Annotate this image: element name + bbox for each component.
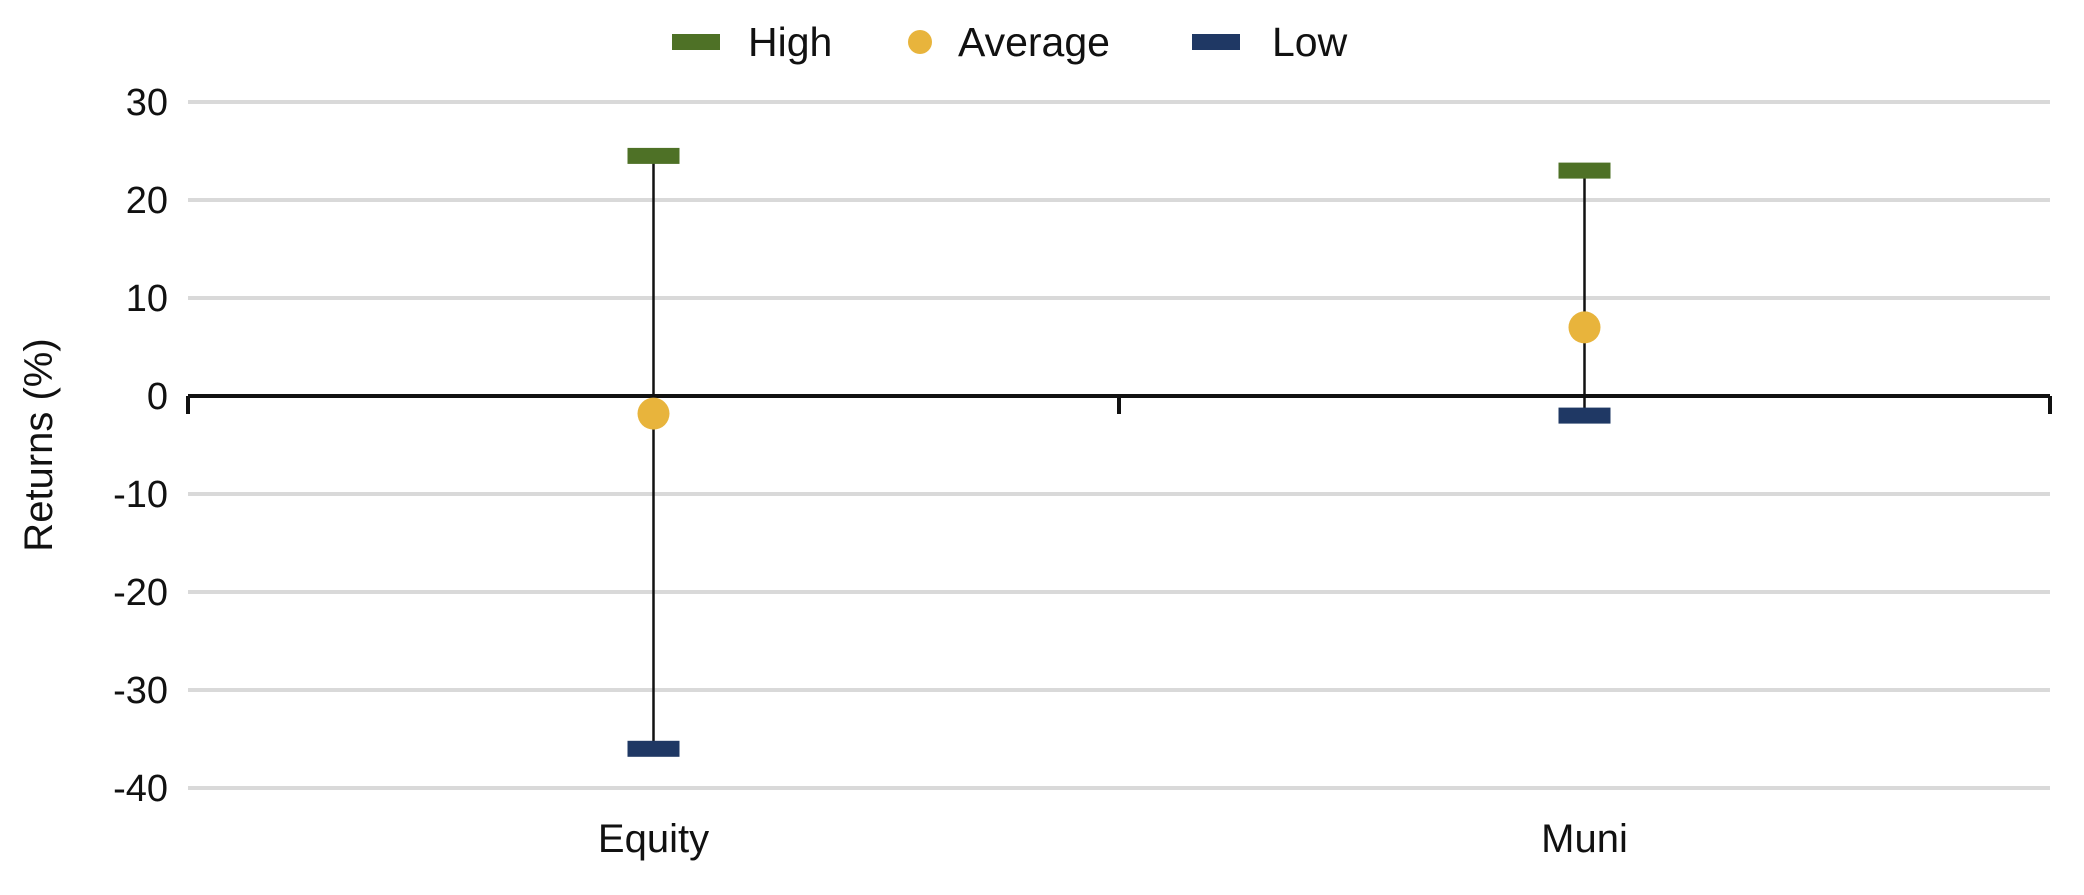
- y-tick-label: -20: [113, 572, 168, 614]
- average-marker: [637, 397, 670, 430]
- legend-swatch-low: [1192, 34, 1240, 50]
- y-tick-label: 0: [147, 376, 168, 418]
- legend-swatch-average: [908, 30, 932, 54]
- y-axis-title: Returns (%): [17, 338, 61, 551]
- y-tick-label: 20: [126, 180, 168, 222]
- low-marker: [627, 740, 680, 757]
- average-marker: [1568, 311, 1601, 344]
- legend-swatch-high: [672, 34, 720, 50]
- y-tick-label: -40: [113, 768, 168, 810]
- data-marks: [627, 147, 1611, 757]
- zero-axis: [186, 394, 2052, 414]
- low-marker: [1558, 407, 1611, 424]
- high-marker: [627, 147, 680, 164]
- legend: High Average Low: [672, 19, 1348, 65]
- legend-label: Average: [958, 19, 1110, 65]
- gridlines: [188, 100, 2050, 790]
- x-axis-labels: Equity Muni: [598, 817, 1628, 861]
- legend-label: High: [748, 19, 832, 65]
- high-marker: [1558, 162, 1611, 179]
- y-tick-label: -10: [113, 474, 168, 516]
- x-category-label: Equity: [598, 817, 709, 861]
- x-category-label: Muni: [1541, 817, 1628, 861]
- y-tick-label: 30: [126, 82, 168, 124]
- legend-label: Low: [1272, 19, 1348, 65]
- y-tick-label: 10: [126, 278, 168, 320]
- y-axis-ticks: 30 20 10 0 -10 -20 -30 -40: [113, 82, 168, 810]
- y-tick-label: -30: [113, 670, 168, 712]
